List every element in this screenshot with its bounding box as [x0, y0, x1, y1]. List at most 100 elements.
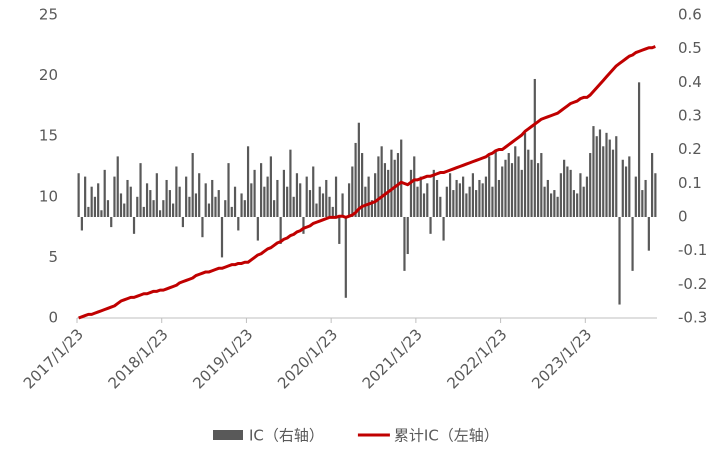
- x-tick-label: 2023/1/23: [528, 325, 595, 392]
- bar: [269, 156, 272, 217]
- bar: [419, 176, 422, 217]
- bar: [471, 173, 474, 217]
- bar: [318, 186, 321, 217]
- bar: [569, 169, 572, 217]
- bar: [334, 176, 338, 217]
- bar: [439, 196, 442, 217]
- bar: [149, 190, 152, 217]
- bar: [126, 179, 129, 217]
- bar: [116, 156, 119, 217]
- bar: [452, 190, 455, 217]
- bar: [315, 203, 318, 217]
- y2-tick-label: 0: [678, 208, 688, 226]
- bar: [243, 200, 246, 217]
- bar: [409, 169, 413, 217]
- x-tick-label: 2017/1/23: [20, 325, 87, 392]
- y2-tick-label: 0.4: [678, 73, 702, 91]
- bar: [93, 196, 97, 217]
- bar: [400, 139, 403, 217]
- bar: [605, 132, 608, 217]
- bar: [435, 179, 439, 217]
- y2-tick-label: 0.3: [678, 107, 702, 125]
- bar: [553, 190, 556, 217]
- bar: [468, 186, 471, 217]
- legend-label: IC（右轴）: [249, 427, 324, 445]
- bar: [299, 183, 302, 217]
- bar: [536, 163, 540, 217]
- bar: [325, 179, 328, 217]
- bar: [178, 186, 181, 217]
- bar: [211, 179, 214, 217]
- bar: [507, 153, 510, 217]
- bar: [634, 176, 637, 217]
- bar: [602, 146, 605, 217]
- bar: [540, 153, 543, 217]
- bar: [572, 190, 576, 217]
- bar: [77, 173, 80, 217]
- bar: [527, 149, 530, 217]
- bar: [194, 193, 198, 217]
- bar: [488, 156, 491, 217]
- bar: [445, 186, 448, 217]
- bar: [455, 179, 458, 217]
- bar: [644, 179, 647, 217]
- bar: [172, 203, 175, 217]
- bar: [165, 179, 168, 217]
- bar: [351, 166, 354, 217]
- bar: [413, 156, 416, 217]
- bar: [331, 206, 334, 217]
- bar: [100, 210, 103, 217]
- bar: [260, 163, 263, 217]
- bar: [273, 200, 276, 217]
- bar: [530, 159, 533, 217]
- bar: [628, 156, 631, 217]
- bar: [374, 173, 377, 217]
- bar: [416, 186, 419, 217]
- y2-tick-label: 0.5: [678, 39, 702, 57]
- bar: [504, 159, 507, 217]
- bar: [129, 186, 132, 217]
- bar: [458, 183, 461, 217]
- bar: [201, 217, 204, 238]
- bar: [563, 159, 566, 217]
- bar: [559, 173, 562, 217]
- bar: [227, 163, 230, 217]
- bar: [595, 136, 598, 217]
- y2-tick-label: 0.2: [678, 140, 702, 158]
- bar: [312, 166, 315, 217]
- bar: [185, 176, 188, 217]
- bar: [233, 186, 237, 217]
- bar: [478, 179, 481, 217]
- bar: [123, 203, 126, 217]
- bar: [481, 183, 484, 217]
- bar: [631, 217, 634, 271]
- bar: [608, 139, 611, 217]
- bar: [406, 217, 409, 255]
- bar: [637, 82, 641, 217]
- bar: [624, 166, 628, 217]
- bar: [289, 149, 292, 217]
- line: [78, 45, 656, 320]
- bar: [429, 217, 432, 234]
- bar: [582, 186, 585, 217]
- bar: [422, 193, 426, 217]
- bar: [119, 193, 123, 217]
- bar: [611, 149, 615, 217]
- bar: [110, 217, 113, 228]
- bar: [204, 183, 207, 217]
- bar: [198, 173, 201, 217]
- bar: [168, 190, 171, 217]
- bar: [240, 193, 243, 217]
- bar: [370, 200, 373, 217]
- bar: [589, 153, 592, 217]
- bar: [279, 217, 282, 244]
- y-tick-label: 0: [48, 309, 58, 327]
- bar: [556, 196, 559, 217]
- bar: [286, 186, 289, 217]
- bar: [510, 163, 514, 217]
- bar: [263, 186, 266, 217]
- legend-label: 累计IC（左轴）: [394, 427, 499, 445]
- bar: [462, 176, 465, 217]
- x-tick-label: 2022/1/23: [443, 325, 510, 392]
